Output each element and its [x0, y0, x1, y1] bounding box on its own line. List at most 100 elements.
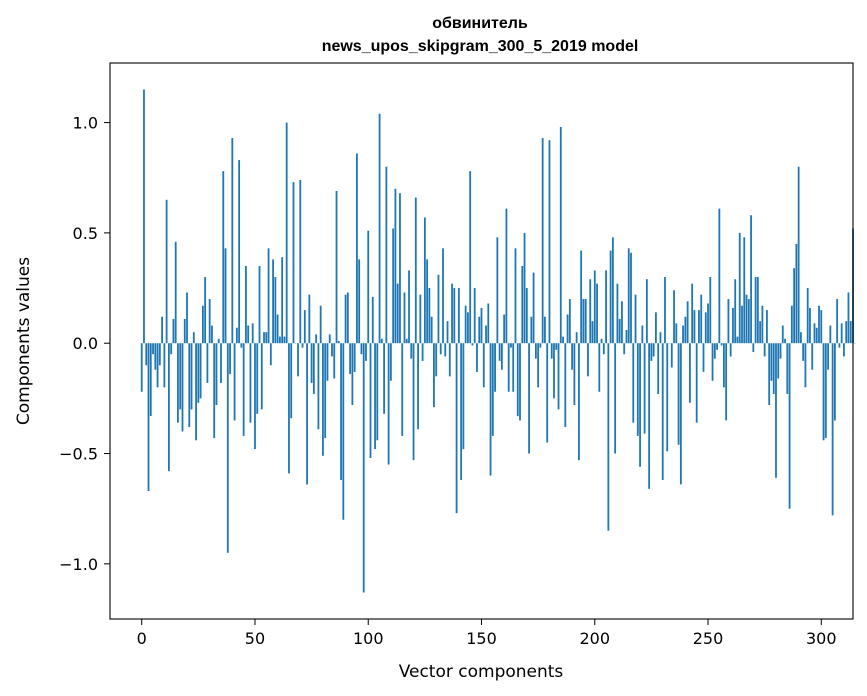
plot-frame [109, 62, 854, 620]
bar-269 [750, 215, 752, 344]
bar-119 [410, 343, 413, 359]
bar-33 [215, 343, 218, 405]
bar-137 [451, 283, 453, 344]
bar-186 [562, 336, 564, 344]
bar-214 [625, 329, 628, 344]
bar-284 [784, 338, 786, 344]
bar-31 [211, 325, 213, 344]
bar-172 [530, 316, 533, 344]
bar-82 [326, 343, 329, 381]
bar-114 [399, 193, 401, 344]
bar-94 [353, 343, 356, 372]
bar-166 [516, 343, 519, 417]
bar-244 [693, 310, 696, 344]
bar-144 [467, 312, 469, 344]
bar-260 [729, 343, 732, 357]
bar-26 [199, 343, 202, 399]
bar-75 [310, 343, 313, 383]
bar-158 [498, 343, 501, 361]
y-tick-label: −1.0 [59, 555, 98, 574]
bar-55 [265, 332, 268, 344]
bar-69 [297, 343, 299, 377]
bar-91 [346, 292, 349, 344]
bar-283 [781, 325, 784, 344]
bar-238 [679, 343, 682, 485]
bar-0 [140, 343, 143, 392]
bar-112 [394, 188, 397, 344]
bar-201 [596, 283, 598, 344]
y-tick-label: −0.5 [59, 445, 98, 464]
bar-6 [154, 343, 157, 370]
bar-67 [292, 182, 295, 344]
bar-1 [143, 89, 145, 344]
x-tick-label: 200 [579, 629, 610, 648]
bar-249 [704, 312, 707, 344]
bar-313 [849, 321, 852, 344]
bar-126 [426, 259, 429, 344]
bar-92 [349, 343, 352, 375]
bar-88 [340, 343, 342, 480]
bar-281 [777, 343, 780, 379]
bar-56 [267, 248, 270, 344]
bar-136 [448, 343, 451, 377]
bar-122 [417, 343, 419, 430]
bar-222 [643, 343, 646, 434]
bar-135 [446, 321, 449, 344]
bar-211 [618, 318, 621, 344]
bar-12 [167, 343, 170, 472]
bar-185 [559, 126, 562, 344]
bar-250 [707, 303, 709, 344]
bar-216 [630, 252, 632, 344]
bar-213 [623, 343, 626, 355]
bar-252 [711, 343, 714, 381]
bar-71 [301, 343, 304, 348]
bar-302 [824, 343, 827, 439]
bar-37 [224, 248, 227, 344]
bar-288 [793, 268, 796, 344]
bar-77 [315, 334, 318, 344]
bar-273 [759, 321, 762, 344]
bar-84 [331, 343, 333, 357]
bar-70 [299, 179, 302, 344]
bar-277 [768, 343, 771, 405]
bar-170 [525, 288, 528, 344]
bar-51 [256, 343, 259, 414]
bar-103 [374, 343, 376, 450]
bar-109 [387, 343, 390, 465]
bar-268 [747, 299, 750, 344]
bar-132 [439, 343, 442, 355]
bar-217 [632, 343, 635, 423]
bar-232 [666, 343, 669, 452]
bar-259 [727, 299, 730, 344]
bar-307 [836, 299, 839, 344]
bar-4 [149, 343, 152, 417]
bar-165 [514, 248, 517, 344]
bar-290 [797, 166, 800, 344]
bar-78 [317, 343, 320, 430]
bar-309 [840, 323, 843, 344]
bar-141 [460, 343, 463, 480]
bar-203 [600, 338, 603, 344]
bar-198 [589, 279, 592, 344]
bar-62 [281, 257, 284, 344]
bar-163 [510, 343, 512, 348]
bar-15 [174, 241, 177, 344]
bar-306 [833, 343, 836, 421]
bar-83 [328, 334, 331, 344]
bar-183 [555, 343, 558, 350]
bar-100 [367, 230, 370, 344]
bar-208 [611, 237, 614, 344]
bar-151 [482, 343, 485, 388]
bar-10 [163, 343, 166, 388]
bar-240 [684, 316, 687, 344]
bar-106 [380, 338, 383, 344]
bar-175 [537, 343, 540, 388]
bar-242 [689, 343, 691, 403]
bar-97 [360, 343, 363, 355]
bar-253 [713, 343, 716, 359]
bar-115 [401, 343, 404, 436]
bar-162 [507, 343, 510, 392]
bar-160 [503, 314, 506, 344]
bar-87 [337, 341, 340, 344]
bar-124 [421, 343, 424, 361]
